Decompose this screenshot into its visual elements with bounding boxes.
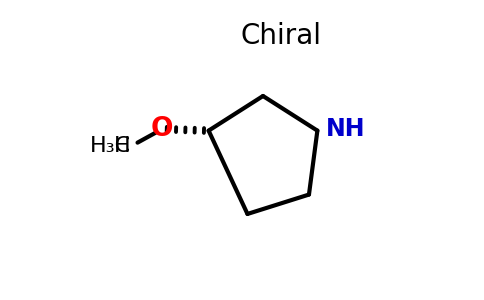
Text: Chiral: Chiral xyxy=(241,22,321,50)
Text: H₃C: H₃C xyxy=(90,136,131,156)
Text: NH: NH xyxy=(326,117,365,141)
Text: H: H xyxy=(114,136,131,156)
Text: O: O xyxy=(151,116,173,142)
